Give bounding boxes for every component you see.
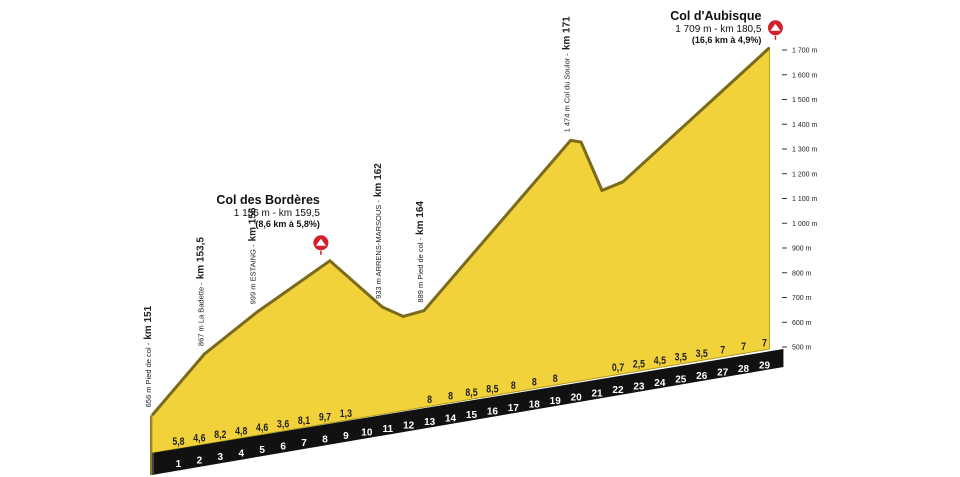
km-label: 3 (218, 452, 224, 463)
km-label: 29 (759, 361, 771, 372)
y-tick-label: 1 000 m (792, 221, 817, 228)
waypoint-km: km 164 (415, 201, 426, 235)
km-label: 22 (612, 385, 624, 396)
km-label: 5 (259, 445, 265, 456)
gradient-label: 8 (427, 394, 432, 406)
waypoint-km: km 156 (248, 207, 259, 241)
gradient-label: 8,2 (214, 429, 227, 441)
km-label: 15 (466, 410, 478, 421)
y-tick-label: 700 m (792, 295, 812, 302)
km-label: 17 (508, 403, 520, 414)
km-label: 23 (633, 382, 645, 393)
summit-climb: (16,6 km à 4,9%) (692, 35, 762, 45)
waypoint-km: km 171 (562, 16, 573, 50)
summit-climb: (8,6 km à 5,8%) (255, 219, 320, 229)
km-label: 26 (696, 371, 708, 382)
y-tick-label: 1 700 m (792, 48, 817, 55)
km-label: 14 (445, 413, 457, 424)
summit-icon-mountain (315, 238, 326, 246)
summit-icon-mountain (770, 23, 781, 31)
gradient-label: 8,5 (465, 387, 478, 399)
km-label: 6 (280, 442, 286, 453)
gradient-label: 7 (720, 345, 725, 357)
y-tick-label: 1 600 m (792, 72, 817, 79)
km-label: 2 (197, 456, 203, 467)
waypoint-label: 867 m La Badette - km 153,5 (195, 237, 206, 346)
summit-detail: 1 156 m - km 159,5 (234, 208, 321, 219)
km-label: 21 (592, 389, 604, 400)
gradient-label: 8 (448, 391, 453, 403)
profile-line (150, 46, 771, 417)
base-slab (152, 349, 784, 475)
km-label: 16 (487, 406, 499, 417)
y-tick-label: 1 500 m (792, 97, 817, 104)
gradient-label: 8 (511, 380, 516, 392)
waypoint-text: 656 m Pied de col - (144, 342, 153, 407)
gradient-label: 1,3 (340, 408, 353, 420)
waypoint-label: 889 m Pied de col - km 164 (415, 201, 426, 303)
waypoint-text: 933 m ARRENS-MARSOUS - (374, 200, 383, 299)
gradient-label: 8 (532, 376, 537, 388)
km-label: 18 (529, 399, 541, 410)
gradient-label: 3,5 (675, 352, 688, 364)
gradient-label: 8 (553, 373, 558, 385)
km-label: 19 (550, 396, 562, 407)
gradient-label: 8,5 (486, 384, 499, 396)
y-tick-label: 1 200 m (792, 171, 817, 178)
gradient-label: 4,8 (235, 426, 248, 438)
gradient-label: 5,8 (172, 436, 185, 448)
km-label: 13 (424, 417, 436, 428)
km-label: 10 (361, 428, 373, 439)
gradient-label: 0,7 (612, 362, 625, 374)
y-tick-label: 800 m (792, 270, 812, 277)
gradient-label: 3,5 (696, 348, 709, 360)
y-tick-label: 900 m (792, 246, 812, 253)
km-label: 24 (654, 378, 666, 389)
waypoint-text: 999 m ESTAING - (249, 244, 258, 304)
gradient-label: 8,1 (298, 415, 311, 427)
y-tick-label: 600 m (792, 320, 812, 327)
waypoint-text: 867 m La Badette - (196, 282, 205, 346)
km-label: 11 (382, 424, 393, 435)
waypoint-km: km 162 (373, 163, 384, 197)
km-label: 1 (176, 459, 182, 470)
waypoint-label: 656 m Pied de col - km 151 (143, 305, 154, 407)
km-label: 8 (322, 435, 328, 446)
summit-detail: 1 709 m - km 180,5 (675, 24, 762, 35)
waypoint-label: 1 474 m Col du Soulor - km 171 (562, 16, 573, 133)
km-label: 12 (403, 420, 415, 431)
km-label: 25 (675, 375, 687, 386)
y-tick-label: 1 400 m (792, 122, 817, 129)
gradient-label: 4,5 (654, 355, 667, 367)
gradient-label: 4,6 (256, 422, 269, 434)
waypoint-text: 889 m Pied de col - (416, 237, 425, 302)
km-label: 9 (343, 431, 349, 442)
y-tick-label: 1 300 m (792, 147, 817, 154)
y-tick-label: 1 100 m (792, 196, 817, 203)
gradient-label: 7 (741, 341, 746, 353)
summit-name: Col d'Aubisque (670, 9, 761, 23)
gradient-label: 9,7 (319, 412, 332, 424)
base-front (152, 453, 154, 475)
waypoint-text: 1 474 m Col du Soulor - (563, 53, 572, 133)
gradient-label: 2,5 (633, 359, 646, 371)
waypoint-label: 933 m ARRENS-MARSOUS - km 162 (373, 163, 384, 299)
waypoint-km: km 153,5 (195, 237, 206, 280)
km-label: 4 (238, 449, 244, 460)
waypoint-label: 999 m ESTAING - km 156 (248, 207, 259, 304)
gradient-label: 7 (762, 338, 767, 350)
km-label: 27 (717, 368, 729, 379)
profile-fill (151, 46, 770, 454)
summit-name: Col des Bordères (216, 193, 320, 207)
km-label: 7 (301, 438, 307, 449)
km-label: 28 (738, 364, 750, 375)
y-tick-label: 500 m (792, 345, 812, 352)
gradient-label: 4,6 (193, 433, 206, 445)
gradient-label: 3,6 (277, 419, 290, 431)
km-label: 20 (571, 392, 583, 403)
waypoint-km: km 151 (143, 305, 154, 339)
